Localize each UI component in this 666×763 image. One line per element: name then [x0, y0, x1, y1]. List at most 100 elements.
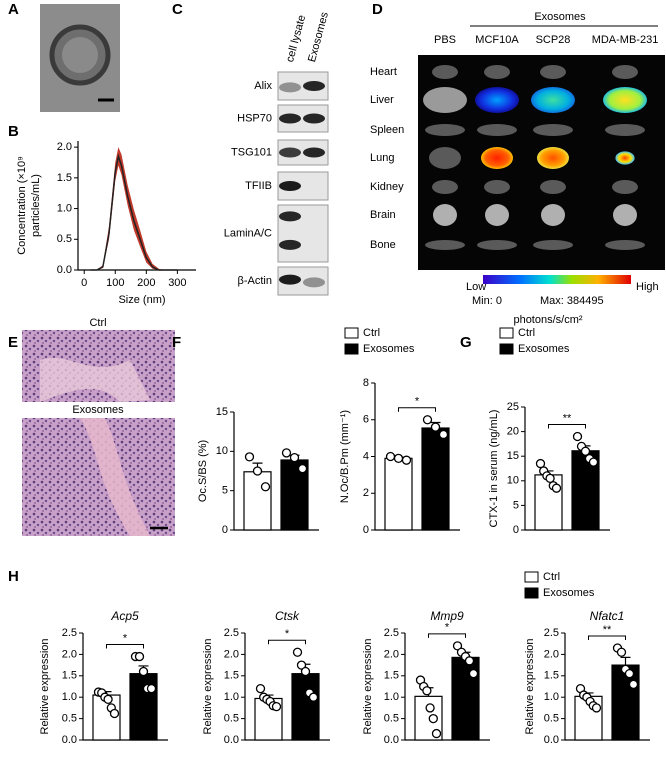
- significance-bracket: [106, 644, 144, 649]
- data-point: [535, 458, 546, 469]
- y-tick-label: 1.0: [544, 691, 559, 703]
- panel-label: B: [8, 123, 19, 140]
- confidence-band: [90, 147, 178, 270]
- y-tick-label: 2.5: [224, 627, 239, 639]
- y-tick-label: 20: [507, 426, 519, 438]
- y-axis-label: Relative expression: [202, 639, 214, 735]
- bone-trabecula: [40, 357, 150, 402]
- y-tick-label: 0.5: [544, 713, 559, 725]
- legend-swatch: [344, 343, 359, 355]
- imaging-row-label: Brain: [370, 209, 396, 221]
- significance-bracket: [588, 635, 626, 640]
- significance-label: *: [415, 396, 420, 408]
- data-point: [393, 453, 404, 463]
- data-point: [545, 473, 555, 483]
- y-tick-label: 2.0: [62, 648, 77, 660]
- blot-band: [279, 181, 301, 191]
- organ: [425, 124, 465, 136]
- y-tick-label: 0: [513, 524, 519, 536]
- significance-label: *: [285, 628, 290, 640]
- organ: [485, 204, 509, 226]
- data-point: [428, 713, 438, 724]
- y-axis-label: Oc.S/BS (%): [197, 440, 209, 502]
- data-point: [252, 466, 263, 476]
- error-bar: [620, 656, 631, 666]
- data-point: [438, 429, 449, 440]
- y-axis-label: N.Oc/B.Pm (mm⁻¹): [339, 410, 351, 503]
- data-point: [551, 483, 562, 493]
- y-tick-label: 2.0: [57, 141, 72, 153]
- data-point: [452, 641, 463, 651]
- y-tick-label: 2.0: [224, 648, 239, 660]
- bar: [129, 673, 158, 741]
- y-tick-label: 2.0: [544, 648, 559, 660]
- y-tick-label: 15: [216, 406, 228, 418]
- y-tick-label: 2.5: [62, 627, 77, 639]
- y-axis-label: Relative expression: [524, 639, 536, 735]
- organ: [531, 87, 575, 113]
- data-point: [580, 446, 591, 456]
- data-point: [422, 686, 432, 696]
- legend-swatch: [524, 587, 539, 599]
- chart-title: Mmp9: [430, 609, 464, 623]
- y-tick-label: 0.5: [384, 713, 399, 725]
- y-tick-label: 2.0: [384, 648, 399, 660]
- y-tick-label: 1.5: [384, 670, 399, 682]
- organ: [475, 87, 519, 113]
- data-point: [296, 660, 307, 670]
- imaging-row-label: Liver: [370, 94, 394, 106]
- data-point: [281, 448, 292, 458]
- y-tick-label: 1.5: [62, 670, 77, 682]
- bar: [243, 471, 272, 531]
- data-point: [422, 415, 433, 425]
- legend-label: Exosomes: [518, 343, 570, 355]
- significance-label: *: [123, 632, 128, 644]
- imaging-row-label: Kidney: [370, 181, 404, 193]
- histology-label: Exosomes: [72, 404, 124, 416]
- blot-band: [279, 274, 301, 285]
- blot-column-label: Exosomes: [306, 10, 331, 63]
- legend-swatch: [344, 327, 359, 339]
- y-tick-label: 1.0: [384, 691, 399, 703]
- blot-band: [279, 211, 301, 222]
- data-point: [401, 455, 412, 465]
- histology-label: Ctrl: [89, 317, 106, 329]
- chart-title: Ctsk: [275, 609, 300, 623]
- organ: [613, 204, 637, 226]
- significance-label: **: [563, 412, 572, 424]
- blot-row-label: LaminA/C: [224, 227, 272, 239]
- bar: [611, 664, 640, 741]
- y-tick-label: 10: [216, 445, 228, 457]
- legend-swatch: [499, 343, 514, 355]
- x-tick-label: 0: [81, 277, 87, 289]
- blot-row-label: TSG101: [231, 146, 272, 158]
- organ: [615, 151, 635, 165]
- y-tick-label: 5: [513, 499, 519, 511]
- bar: [534, 474, 563, 531]
- y-axis-label: particles/mL): [30, 174, 42, 237]
- significance-bracket: [428, 633, 466, 638]
- y-axis-label: Relative expression: [362, 639, 374, 735]
- x-tick-label: 100: [106, 277, 124, 289]
- blot-band: [279, 239, 301, 250]
- blot-band: [279, 113, 301, 124]
- imaging-row-label: Lung: [370, 152, 394, 164]
- organ: [423, 87, 467, 113]
- colorbar: [483, 275, 631, 284]
- y-tick-label: 0.5: [62, 713, 77, 725]
- x-tick-label: 200: [137, 277, 155, 289]
- panel-label: F: [172, 334, 181, 351]
- legend-swatch: [524, 571, 539, 583]
- organ: [432, 180, 458, 194]
- y-tick-label: 8: [363, 377, 369, 389]
- organ: [432, 65, 458, 79]
- blot-column-label: cell lysate: [284, 14, 308, 64]
- data-point: [385, 451, 396, 462]
- blot-band: [279, 82, 301, 93]
- data-point: [244, 452, 255, 462]
- data-point: [588, 457, 599, 467]
- legend-swatch: [499, 327, 514, 339]
- blot-row-label: HSP70: [237, 112, 272, 124]
- blot-row-label: β-Actin: [238, 275, 272, 287]
